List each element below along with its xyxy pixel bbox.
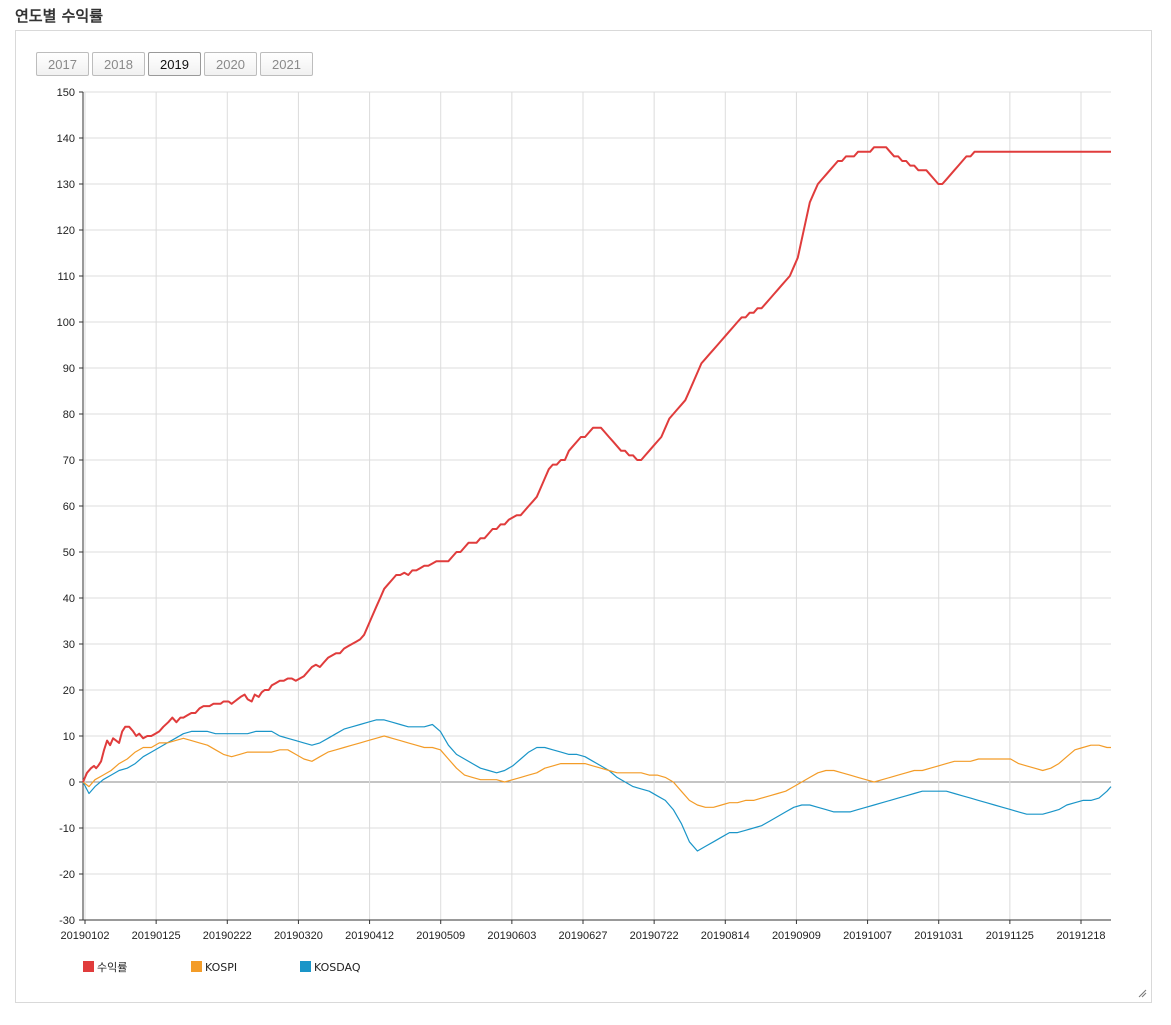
y-tick-label: 40 (63, 593, 75, 605)
y-tick-label: 90 (63, 363, 75, 375)
x-tick-label: 20190102 (61, 930, 110, 942)
x-tick-label: 20190412 (345, 930, 394, 942)
x-tick-label: 20191218 (1057, 930, 1106, 942)
line-chart: -30 -20 -10 0 10 20 30 40 50 60 70 80 90 100 110 120 130… (57, 87, 1112, 974)
y-tick-label: 130 (57, 179, 75, 191)
y-tick-label: 140 (57, 133, 75, 145)
x-tick-label: 20191007 (843, 930, 892, 942)
x-tick-label: 20191031 (914, 930, 963, 942)
x-tick-label: 20190509 (416, 930, 465, 942)
x-tick-label: 20190603 (487, 930, 536, 942)
legend-label: KOSPI (205, 961, 237, 974)
x-tick-label: 20190909 (772, 930, 821, 942)
y-tick-label: -20 (59, 869, 75, 881)
year-tab-2019[interactable]: 2019 (148, 52, 201, 76)
legend-label: 수익률 (97, 961, 127, 974)
x-tick-label: 20190222 (203, 930, 252, 942)
y-tick-label: 120 (57, 225, 75, 237)
y-tick-label: 150 (57, 87, 75, 99)
x-tick-label: 20190320 (274, 930, 323, 942)
y-tick-label: 50 (63, 547, 75, 559)
y-tick-label: 30 (63, 639, 75, 651)
chart-panel: 2017 2018 2019 2020 2021 -30 -20 -10 0 10 20 3… (15, 30, 1152, 1003)
year-tab-group: 2017 2018 2019 2020 2021 (36, 52, 313, 76)
legend-swatch (83, 961, 94, 972)
year-tab-2017[interactable]: 2017 (36, 52, 89, 76)
y-tick-label: 10 (63, 731, 75, 743)
year-tab-2020[interactable]: 2020 (204, 52, 257, 76)
x-tick-label: 20190125 (132, 930, 181, 942)
y-tick-label: 100 (57, 317, 75, 329)
legend-swatch (300, 961, 311, 972)
x-tick-label: 20190722 (630, 930, 679, 942)
series-line-kospi (82, 735, 1111, 808)
y-tick-label: 80 (63, 409, 75, 421)
page-title: 연도별 수익률 (15, 7, 104, 25)
y-tick-label: -10 (59, 823, 75, 835)
x-tick-label: 20190814 (701, 930, 750, 942)
legend-label: KOSDAQ (314, 961, 361, 974)
year-tab-2018[interactable]: 2018 (92, 52, 145, 76)
resize-handle-icon[interactable] (1137, 988, 1147, 998)
y-tick-label: 60 (63, 501, 75, 513)
year-tab-2021[interactable]: 2021 (260, 52, 313, 76)
y-tick-label: 110 (57, 271, 75, 283)
y-tick-label: 20 (63, 685, 75, 697)
y-tick-label: 0 (69, 777, 75, 789)
legend-swatch (191, 961, 202, 972)
x-tick-label: 20191125 (986, 930, 1034, 942)
x-tick-label: 20190627 (559, 930, 608, 942)
series-line-return (82, 146, 1111, 783)
y-tick-label: -30 (59, 915, 75, 927)
y-tick-label: 70 (63, 455, 75, 467)
series-line-kosdaq (82, 719, 1112, 852)
